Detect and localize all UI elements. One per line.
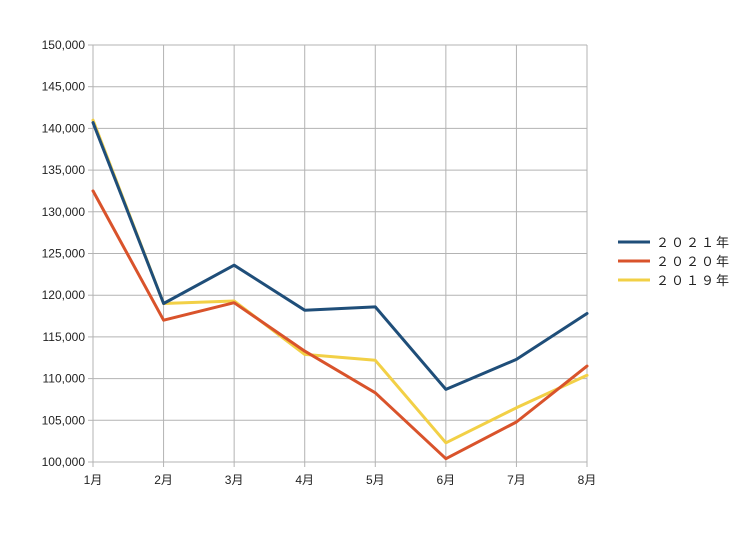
legend-label: ２０１９年 <box>656 273 731 288</box>
x-tick-label: 6月 <box>437 473 456 487</box>
legend-label: ２０２１年 <box>656 235 731 250</box>
series-line-0 <box>91 121 589 391</box>
y-tick-label: 115,000 <box>43 330 86 344</box>
gridlines <box>93 44 588 463</box>
x-tick-label: 5月 <box>366 473 385 487</box>
x-tick-label: 8月 <box>578 473 597 487</box>
y-tick-label: 150,000 <box>42 38 86 52</box>
series-lines <box>91 118 589 461</box>
y-tick-label: 140,000 <box>42 121 86 135</box>
y-tick-label: 130,000 <box>42 205 86 219</box>
legend: ２０２１年 ２０２０年 ２０１９年 <box>618 235 731 288</box>
x-axis-ticks: 1月 2月 3月 4月 5月 6月 7月 8月 <box>84 462 597 487</box>
y-tick-label: 120,000 <box>42 288 86 302</box>
legend-label: ２０２０年 <box>656 254 731 269</box>
series-line-2 <box>91 118 589 445</box>
x-tick-label: 7月 <box>507 473 526 487</box>
y-axis-ticks: 100,000 105,000 110,000 115,000 120,000 125,0… <box>42 38 93 469</box>
legend-item: ２０２０年 <box>618 254 731 269</box>
x-tick-label: 1月 <box>84 473 103 487</box>
y-tick-label: 135,000 <box>42 163 86 177</box>
y-tick-label: 145,000 <box>42 80 86 94</box>
x-tick-label: 2月 <box>154 473 173 487</box>
x-tick-label: 4月 <box>295 473 314 487</box>
x-tick-label: 3月 <box>225 473 244 487</box>
y-tick-label: 105,000 <box>42 413 86 427</box>
legend-item: ２０２１年 <box>618 235 731 250</box>
series-line-1 <box>91 189 589 461</box>
y-tick-label: 110,000 <box>43 372 86 386</box>
y-tick-label: 100,000 <box>42 455 86 469</box>
y-tick-label: 125,000 <box>42 247 86 261</box>
legend-item: ２０１９年 <box>618 273 731 288</box>
